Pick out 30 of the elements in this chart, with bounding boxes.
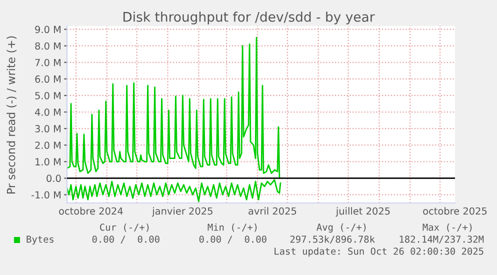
text: Last update: Sun Oct 26 02:00:30 2025 (274, 247, 484, 257)
text: Max (-/+) (422, 223, 472, 232)
x-tick-label: janvier 2025 (152, 207, 212, 217)
y-tick-label: 7.0 M (35, 58, 60, 66)
legend-label: Bytes (26, 236, 54, 245)
x-tick-label: avril 2025 (248, 207, 296, 215)
text: 297.53k/896.78k (290, 235, 375, 244)
y-tick-label: -1.0 M (31, 191, 60, 199)
text: 182.14M/237.32M (400, 236, 484, 244)
y-tick-label: 3.0 M (35, 125, 60, 132)
y-tick-label: 9.0 M (35, 26, 60, 34)
text: 0.00 / 0.00 (199, 236, 266, 244)
chart-title: Disk throughput for /dev/sdd - by year (124, 12, 375, 24)
text: Avg (-/+) (316, 223, 366, 233)
x-tick-label: octobre 2025 (423, 207, 487, 215)
y-tick-label: 8.0 M (35, 42, 60, 50)
line-series (67, 36, 280, 179)
y-tick-label: 4.0 M (34, 108, 60, 116)
y-tick-label: 1.0 M (36, 158, 60, 166)
x-tick-label: octobre 2024 (59, 207, 123, 215)
text: 0.00 / 0.00 (92, 236, 160, 244)
x-tick-label: juillet 2025 (336, 207, 390, 217)
y-tick-label: 2.0 M (35, 142, 60, 149)
line-series (67, 179, 282, 202)
y-tick-label: 0.0 (46, 174, 61, 182)
text: Min (-/+) (208, 223, 257, 232)
text: Cur (-/+) (100, 223, 149, 232)
y-tick-label: 5.0 M (35, 92, 60, 100)
y-axis-title: Pr second read (-) / write (+) (6, 36, 17, 194)
y-tick-label: 6.0 M (35, 75, 60, 83)
